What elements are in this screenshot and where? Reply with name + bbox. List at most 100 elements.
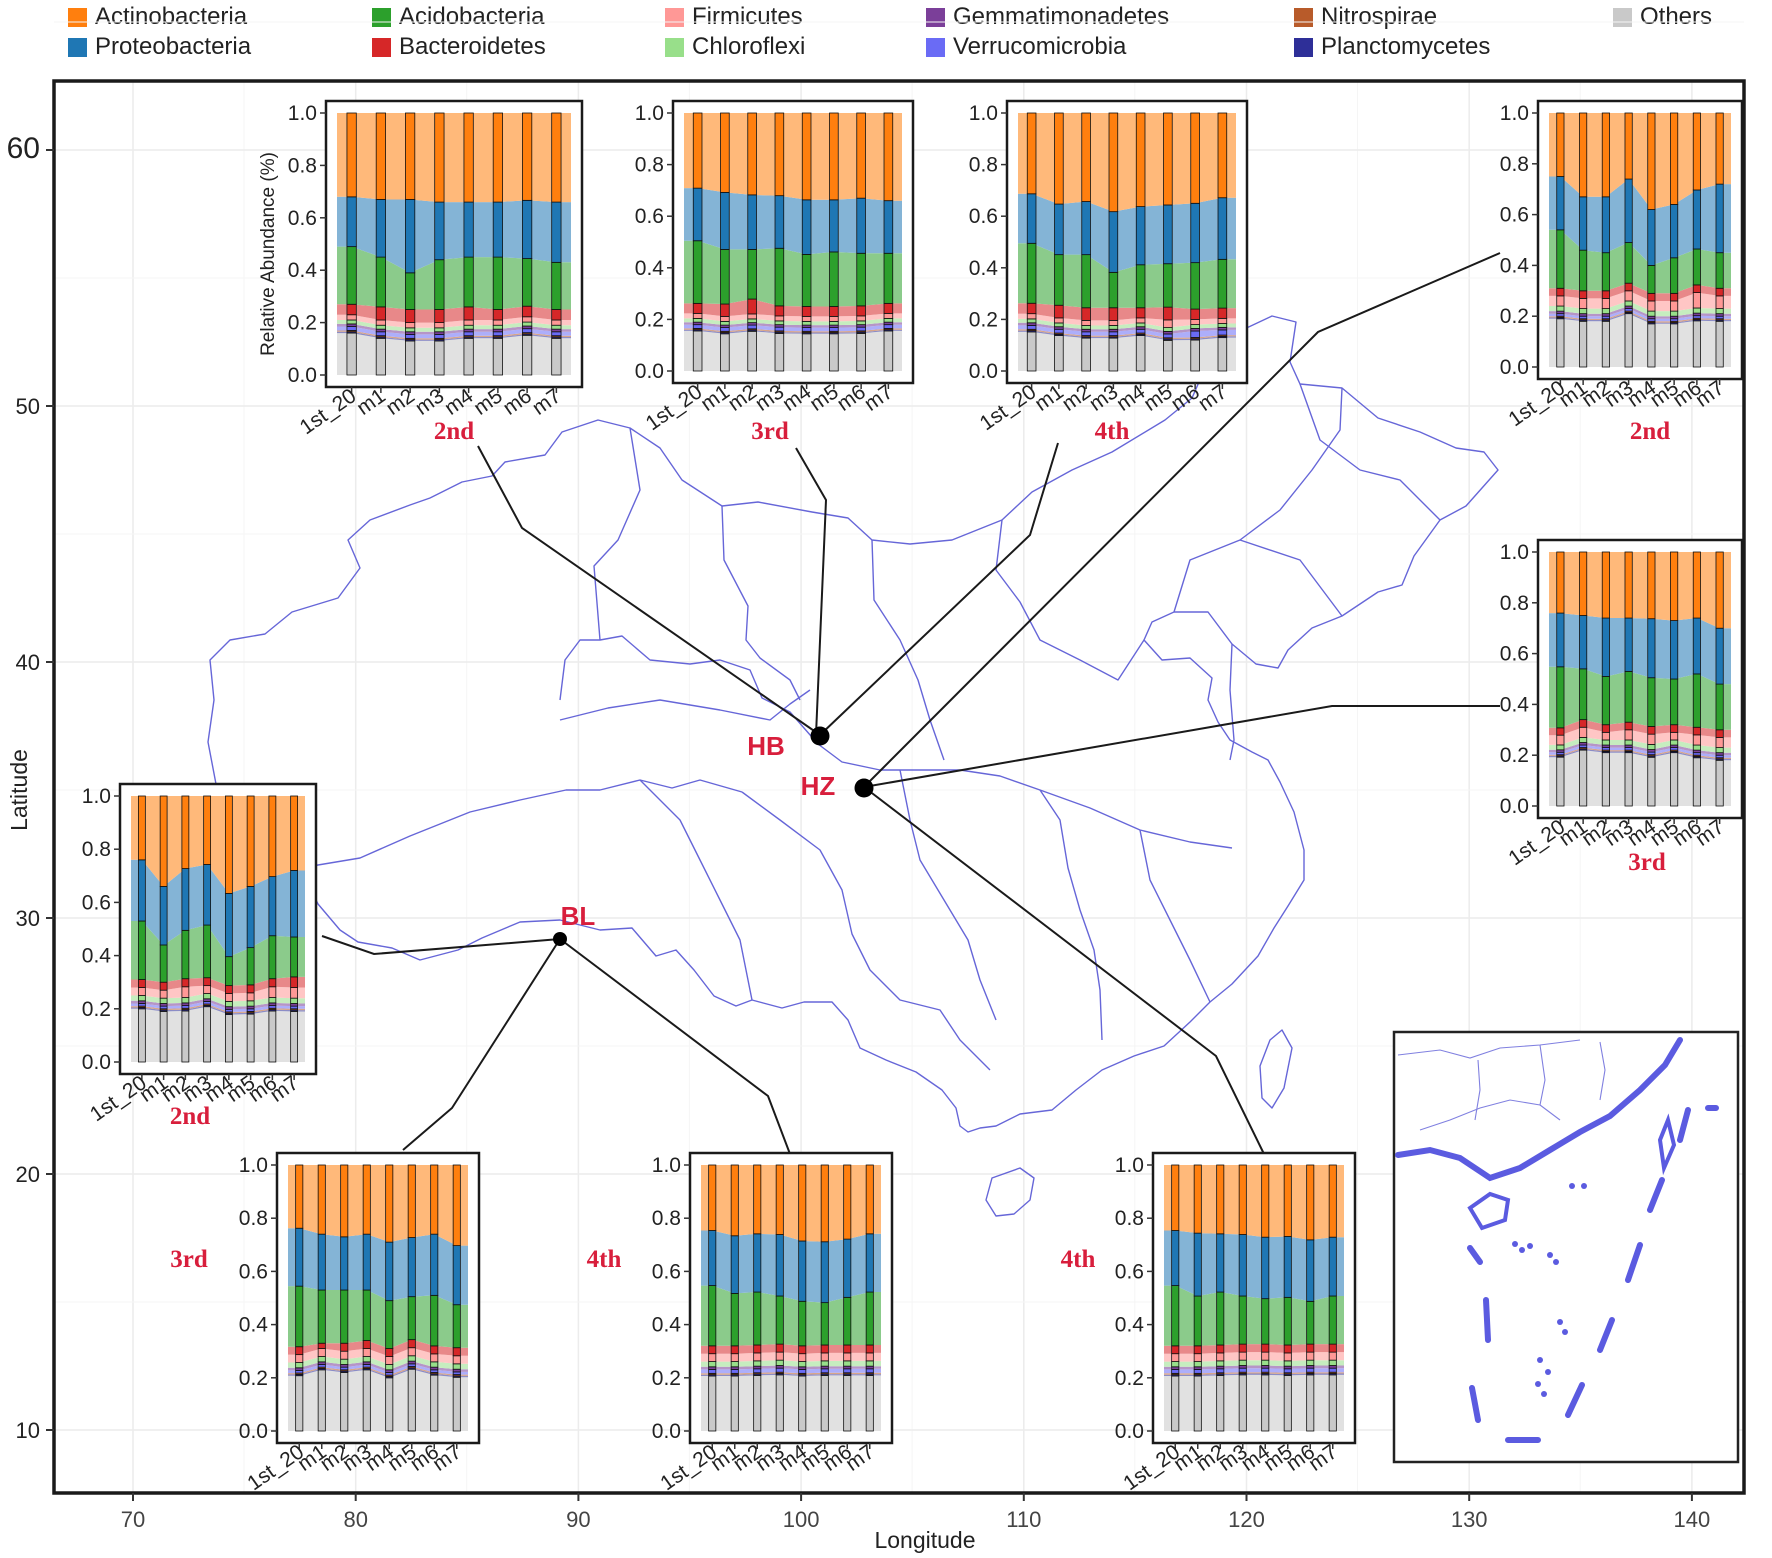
connectors (321, 252, 1501, 1155)
inset-island (1557, 1319, 1563, 1325)
connector-line (863, 252, 1501, 788)
connector-line (863, 705, 1500, 788)
bar-segment (820, 1164, 829, 1243)
bar-segment (883, 252, 894, 304)
legend-swatch (926, 37, 945, 57)
stack-area (131, 1004, 305, 1014)
stack-area (1549, 750, 1731, 806)
bar-segment (747, 318, 757, 324)
bar-segment (843, 1360, 852, 1367)
bar-segment (1238, 1365, 1247, 1369)
bar-segment (1556, 756, 1565, 807)
bar-segment (1054, 112, 1064, 205)
panel-y-axis-label: Relative Abundance (%) (258, 152, 279, 356)
legend-item: Acidobacteria (372, 2, 544, 32)
inset-island (1562, 1329, 1568, 1335)
bar-segment (829, 251, 839, 307)
bar-segment (1601, 290, 1610, 299)
stack-area (1164, 1373, 1344, 1376)
panel-y-tick-label: 0.2 (635, 308, 664, 331)
bar-segment (1328, 1236, 1337, 1297)
bar-segment (1163, 263, 1173, 308)
bar-segment (1238, 1164, 1247, 1235)
bar-segment (1647, 744, 1656, 750)
stack-area (1549, 666, 1731, 730)
bar-segment (405, 112, 416, 200)
bar-segment (775, 1234, 784, 1297)
bar-segment (1692, 673, 1701, 728)
bar-segment (1216, 1344, 1225, 1354)
bar-segment (747, 313, 757, 320)
connector-line (477, 445, 821, 736)
bar-segment (1217, 197, 1228, 260)
bar-segment (463, 319, 474, 326)
bar-segment (181, 795, 190, 869)
bar-segment (775, 1295, 784, 1345)
bar-segment (1026, 318, 1037, 324)
bar-segment (181, 1010, 190, 1063)
bar-segment (375, 331, 386, 337)
generation-label: 4th (1060, 1246, 1096, 1273)
inset-coastline (1395, 1037, 1683, 1182)
bar-segment (1556, 734, 1565, 746)
x-tick-label: 70 (121, 1507, 145, 1532)
stack-area (701, 1365, 881, 1370)
stack-area (684, 313, 902, 322)
bar-segment (883, 324, 894, 329)
bar-segment (1670, 300, 1679, 312)
bar-segment (1108, 271, 1119, 309)
bar-segment (747, 249, 757, 300)
bar-segment (1647, 323, 1656, 368)
connector-line (795, 447, 828, 736)
province-border (1299, 383, 1441, 521)
province-border (299, 779, 743, 869)
bar-segment (1601, 617, 1610, 677)
bar-segment (1647, 300, 1656, 312)
province-border (593, 427, 641, 641)
inset-border (1474, 1059, 1481, 1121)
panel-y-tick-label: 0.8 (239, 1207, 268, 1230)
bar-segment (730, 1361, 739, 1368)
bar-segment (1624, 300, 1633, 307)
inset-island (1569, 1183, 1575, 1189)
bar-segment (385, 1364, 394, 1371)
panel-y-tick-label: 0.4 (1115, 1314, 1145, 1337)
bar-segment (1624, 178, 1633, 243)
bar-segment (692, 112, 703, 189)
bar-segment (720, 327, 730, 332)
bar-segment (1715, 295, 1724, 309)
bar-segment (430, 1294, 439, 1347)
bar-segment (1163, 112, 1173, 206)
bar-segment (1601, 252, 1610, 292)
legend-label: Firmicutes (692, 3, 803, 30)
bar-segment (1670, 739, 1679, 746)
bar-segment (492, 319, 503, 326)
legend-item: Gemmatimonadetes (926, 2, 1169, 32)
bar-segment (340, 1358, 349, 1365)
panel-y-tick-label: 0.4 (1500, 693, 1530, 716)
bar-segment (203, 924, 212, 979)
bar-segment (829, 333, 839, 372)
stack-area (684, 188, 902, 255)
stack-area (288, 1366, 468, 1377)
bar-segment (1283, 1236, 1292, 1298)
bar-segment (463, 306, 474, 321)
bar-segment (829, 199, 839, 253)
bar-segment (1601, 196, 1610, 254)
bar-segment (203, 1006, 212, 1063)
panel-y-tick-label: 0.0 (82, 1051, 111, 1074)
panel-y-tick-label: 0.6 (635, 205, 664, 228)
stack-area (288, 1165, 468, 1246)
province-border (559, 635, 1233, 849)
bar-segment (1692, 307, 1701, 314)
bar-segment (1601, 551, 1610, 619)
panel-y-tick-label: 0.2 (82, 998, 111, 1021)
bar-segment (434, 201, 445, 261)
stack-area (1549, 748, 1731, 761)
bar-segment (1163, 327, 1173, 332)
stack-area (1549, 727, 1731, 748)
bar-segment (856, 320, 866, 326)
bar-segment (1054, 328, 1064, 334)
bar-segment (522, 112, 533, 201)
